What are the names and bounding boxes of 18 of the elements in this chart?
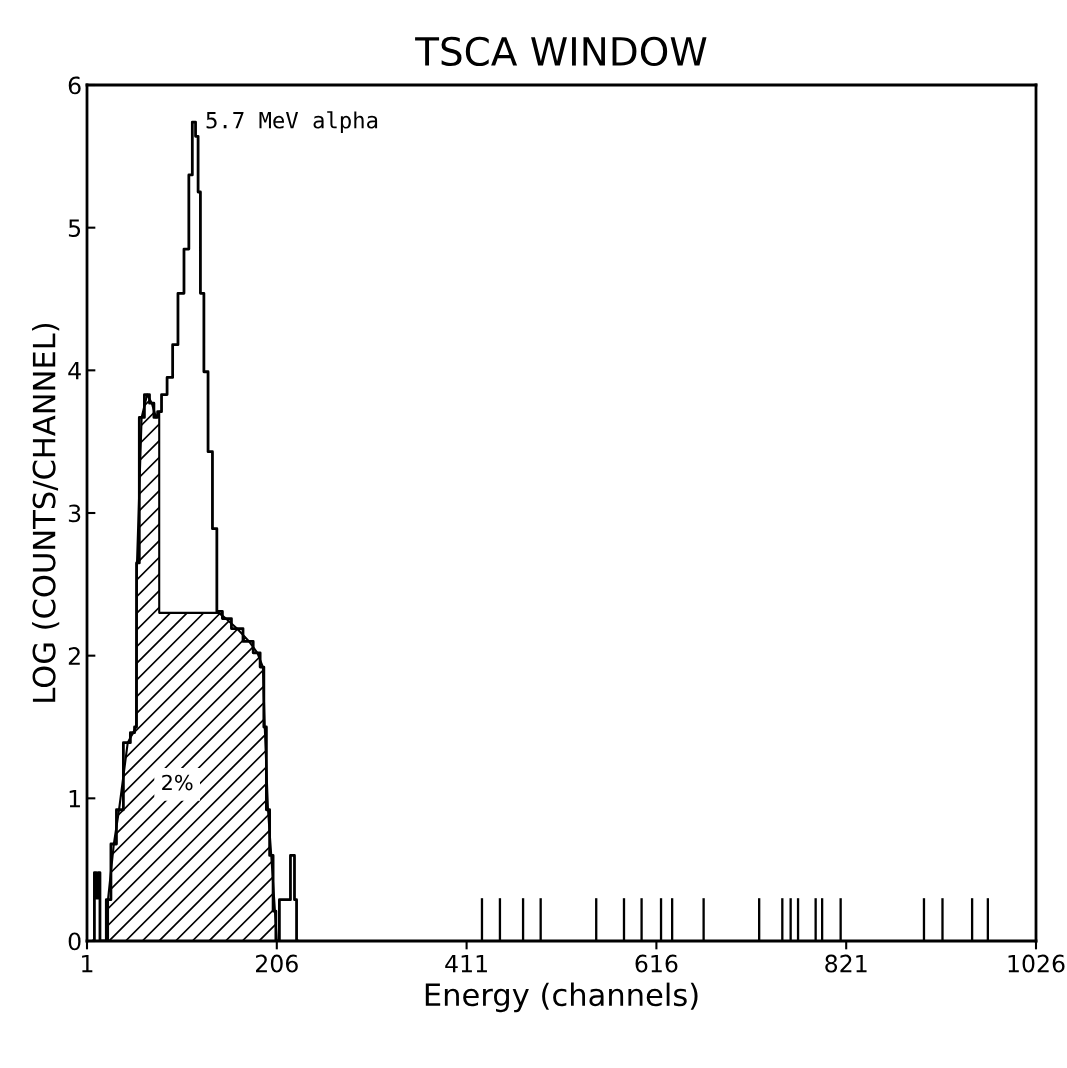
x-tick-label: 616 [635, 954, 678, 973]
x-tick-label: 411 [445, 954, 487, 973]
chart-title: TSCA WINDOW [415, 36, 707, 67]
y-tick-label: 0 [68, 932, 81, 951]
x-tick-label: 1 [82, 954, 93, 973]
y-tick-label: 6 [68, 76, 81, 95]
y-tick-label: 5 [68, 219, 81, 237]
y-tick-label: 1 [69, 790, 80, 808]
x-axis-title: Energy (channels) [425, 982, 698, 1013]
y-tick-label: 2 [68, 647, 80, 665]
x-tick-label: 206 [256, 954, 298, 973]
y-tick-label: 4 [68, 362, 81, 380]
x-tick-label: 821 [825, 954, 867, 973]
x-tick-label: 1026 [1008, 954, 1065, 973]
y-tick-label: 3 [68, 504, 81, 523]
annotation: 5.7 MeV alpha [206, 111, 378, 133]
y-axis-title: LOG (COUNTS/CHANNEL) [32, 323, 60, 702]
annotation: 2% [162, 774, 193, 791]
